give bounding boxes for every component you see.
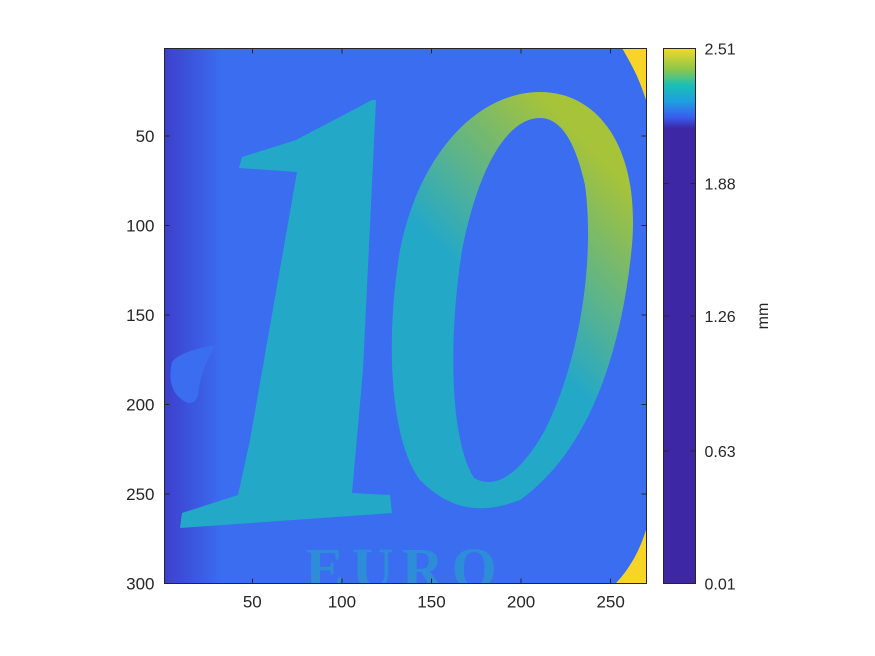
corner-peak-top-right <box>622 48 646 100</box>
x-tick-label: 150 <box>417 593 445 612</box>
heatmap-image: EURO 10 <box>164 48 646 601</box>
y-tick-label: 100 <box>126 217 154 236</box>
x-tick-label: 200 <box>507 593 535 612</box>
colorbar-tick-label: 1.26 <box>705 309 736 326</box>
y-tick-label: 50 <box>136 127 155 146</box>
colorbar: 0.01 0.63 1.26 1.88 2.51 mm <box>663 42 772 594</box>
colorbar-tick-label: 1.88 <box>705 176 736 193</box>
colorbar-tick-label: 2.51 <box>705 42 736 59</box>
x-tick-label: 100 <box>328 593 356 612</box>
y-axis-ticks: 50 100 150 200 250 300 <box>126 127 647 594</box>
y-tick-label: 200 <box>126 396 154 415</box>
x-tick-label: 50 <box>243 593 262 612</box>
colorbar-tick-label: 0.63 <box>705 444 736 461</box>
plot-axes-box <box>164 48 647 584</box>
colorbar-tick-label: 0.01 <box>705 577 736 594</box>
numeral-one-shape <box>180 100 392 528</box>
x-axis-ticks: 50 100 150 200 250 <box>243 48 625 612</box>
numeral-zero-shape <box>391 92 634 509</box>
left-edge-blob <box>170 345 215 403</box>
y-tick-label: 150 <box>126 306 154 325</box>
y-tick-label: 250 <box>126 485 154 504</box>
corner-peak-bottom-right <box>616 530 646 583</box>
colorbar-label: mm <box>755 303 772 330</box>
colorbar-ticks: 0.01 0.63 1.26 1.88 2.51 <box>663 42 736 594</box>
x-tick-label: 250 <box>596 593 624 612</box>
y-tick-label: 300 <box>126 575 154 594</box>
image-text-euro: EURO <box>305 536 505 601</box>
